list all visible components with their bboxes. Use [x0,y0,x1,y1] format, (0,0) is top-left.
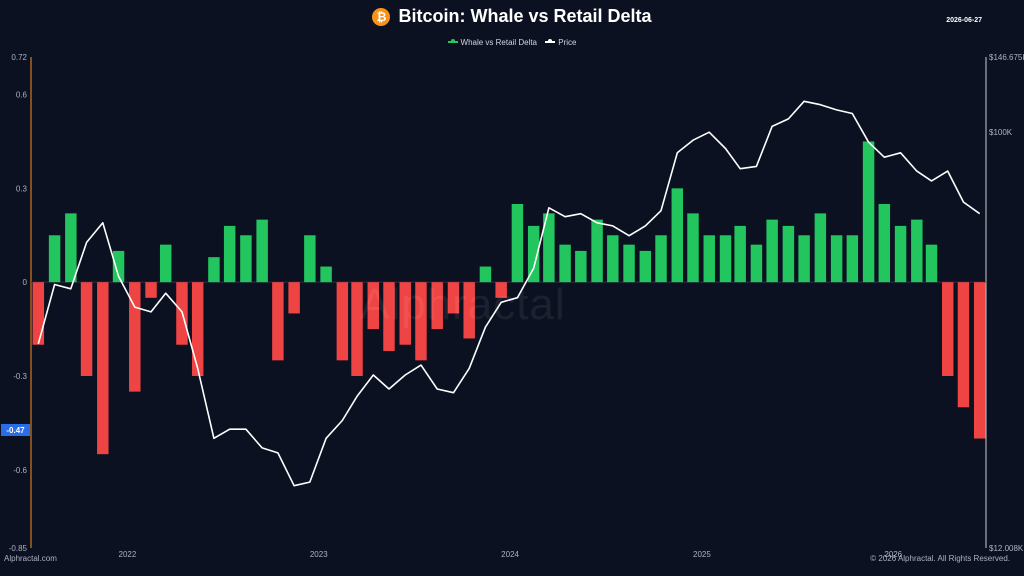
delta-bar [48,235,61,283]
y-left-tick-label: -0.6 [13,466,27,475]
delta-bar [240,235,252,283]
delta-bar [973,282,986,439]
delta-bar [750,244,763,283]
delta-bar [97,282,109,455]
delta-bar [591,219,603,283]
delta-bar [862,141,875,283]
y-left-tick-label: 0 [23,278,28,287]
delta-bar [495,282,507,298]
delta-bar [447,282,460,314]
legend-item-price[interactable]: Price [545,38,576,47]
chart-header: ₿ Bitcoin: Whale vs Retail Delta [0,6,1024,27]
delta-bar [320,266,332,283]
delta-bar [703,235,715,283]
delta-bar [272,282,284,361]
chart-title-group: ₿ Bitcoin: Whale vs Retail Delta [372,6,652,27]
x-tick-label: 2024 [501,550,519,559]
y-left-tick-label: -0.3 [13,372,27,381]
bitcoin-icon: ₿ [372,7,391,26]
y-right-tick-label: $100K [989,128,1013,137]
delta-bar [129,282,141,392]
legend-item-delta[interactable]: Whale vs Retail Delta [447,37,537,47]
delta-bar [80,282,93,376]
y-left-tick-label: -0.85 [9,544,28,553]
y-left-tick-label: 0.72 [11,53,27,62]
x-tick-label: 2025 [693,550,711,559]
delta-bar [559,244,571,283]
delta-bar [830,235,843,283]
current-value-badge: -0.47 [1,424,30,436]
delta-bar [607,235,619,283]
delta-bar [65,213,77,283]
delta-bar [383,282,395,351]
delta-bar [415,282,427,361]
delta-bar [463,282,475,339]
delta-bar [846,235,859,283]
delta-bar [878,203,891,283]
delta-bar [479,266,492,283]
delta-bar [734,225,746,283]
delta-bar [575,250,587,283]
footer-source[interactable]: Alphractal.com [4,554,57,563]
x-tick-label: 2026 [884,550,902,559]
delta-bar [925,244,938,283]
delta-bar [957,282,970,408]
delta-bar [431,282,443,330]
footer-copyright: © 2026 Alphractal. All Rights Reserved. [870,554,1010,563]
delta-bar [223,225,236,283]
x-tick-label: 2023 [310,550,328,559]
delta-bar [288,282,300,314]
delta-bar [208,257,220,283]
y-left-tick-label: 0.6 [16,91,28,100]
delta-bar [367,282,379,330]
x-tick-label: 2022 [119,550,137,559]
legend-label-price: Price [558,37,577,47]
delta-bar [511,203,524,283]
y-right-tick-label: $12.008K [989,544,1024,553]
delta-bar [336,282,349,361]
delta-bar [671,188,684,283]
delta-bar [256,219,268,283]
delta-bar [911,219,923,283]
delta-bar [527,225,540,283]
legend-swatch-price [545,39,556,43]
delta-bar [145,282,157,298]
legend-swatch-delta [447,39,458,43]
delta-bar [766,219,778,283]
delta-bar [399,282,411,345]
delta-bar [687,213,699,283]
delta-bar [304,235,316,283]
delta-bar [112,250,125,283]
delta-bar [798,235,810,283]
delta-bar [719,235,732,283]
legend: Whale vs Retail Delta Price [0,36,1024,47]
y-right-tick-label: $146.675K [989,53,1024,62]
y-left-tick-label: 0.3 [16,184,28,193]
price-line [37,100,981,487]
delta-bar [191,282,204,376]
delta-bar [894,225,907,283]
delta-bar [639,250,652,283]
delta-bar [32,282,45,345]
watermark: Alphractal [360,280,566,329]
delta-bar [655,235,667,283]
delta-bar [159,244,172,283]
delta-bar [543,213,555,283]
delta-bar [782,225,795,283]
delta-bar [351,282,363,376]
legend-label-delta: Whale vs Retail Delta [460,37,537,47]
delta-bar [942,282,954,376]
delta-bar [623,244,635,283]
chart-title: Bitcoin: Whale vs Retail Delta [398,6,652,26]
delta-bar [814,213,827,283]
chart-date: 2026-06-27 [946,17,982,24]
